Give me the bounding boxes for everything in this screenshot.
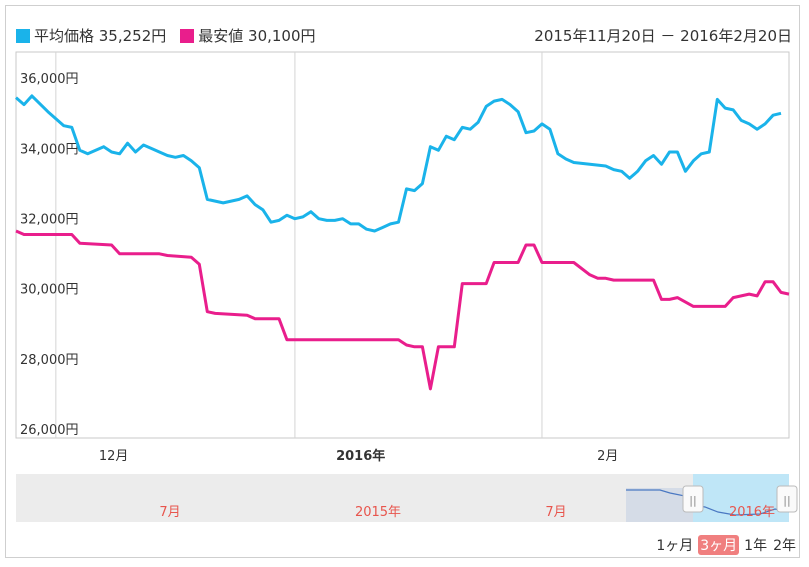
legend-swatch-avg xyxy=(16,28,30,43)
plot-area xyxy=(15,51,790,439)
navigator-handle-grip: || xyxy=(689,494,696,507)
navigator-label: 2015年 xyxy=(355,505,401,520)
y-tick-label: 30,000円 xyxy=(20,283,79,298)
legend-item-min-price[interactable]: 最安値 30,100円 xyxy=(180,25,316,46)
zoom-button-3[interactable]: 2年 xyxy=(773,538,796,554)
y-tick-label: 28,000円 xyxy=(20,353,79,368)
zoom-button-2[interactable]: 1年 xyxy=(744,538,768,554)
zoom-button-0[interactable]: 1ヶ月 xyxy=(656,538,694,554)
navigator-handle-left[interactable] xyxy=(682,485,704,513)
legend-label-min: 最安値 30,100円 xyxy=(198,27,316,45)
navigator-label: 7月 xyxy=(159,505,180,520)
navigator-mini-fill xyxy=(626,488,693,522)
navigator-label: 2016年 xyxy=(729,505,775,520)
zoom-button-1[interactable]: 3ヶ月 xyxy=(698,535,740,555)
legend-label-avg: 平均価格 35,252円 xyxy=(34,27,167,45)
series-line-min-price xyxy=(15,229,790,391)
legend-item-avg-price[interactable]: 平均価格 35,252円 xyxy=(16,25,166,46)
y-tick-label: 32,000円 xyxy=(20,212,79,227)
navigator-mini-series xyxy=(626,489,790,516)
y-tick-label: 26,000円 xyxy=(20,423,79,438)
x-tick-label: 2月 xyxy=(597,449,618,464)
legend: 平均価格 35,252円 最安値 30,100円 xyxy=(16,25,316,46)
zoom-buttons: 1ヶ月 3ヶ月 1年 2年 xyxy=(655,535,797,555)
navigator-handle-right[interactable] xyxy=(776,485,798,513)
y-tick-label: 34,000円 xyxy=(20,142,79,157)
x-tick-label: 2016年 xyxy=(336,448,385,464)
navigator-selection xyxy=(693,474,789,522)
date-range: 2015年11月20日 － 2016年2月20日 xyxy=(534,27,792,45)
series-line-avg-price xyxy=(15,94,782,233)
legend-swatch-min xyxy=(180,28,195,43)
y-tick-label: 36,000円 xyxy=(20,72,79,87)
x-tick-label: 12月 xyxy=(99,449,129,464)
navigator-handle-grip: || xyxy=(783,494,790,507)
navigator-label: 7月 xyxy=(545,505,566,520)
